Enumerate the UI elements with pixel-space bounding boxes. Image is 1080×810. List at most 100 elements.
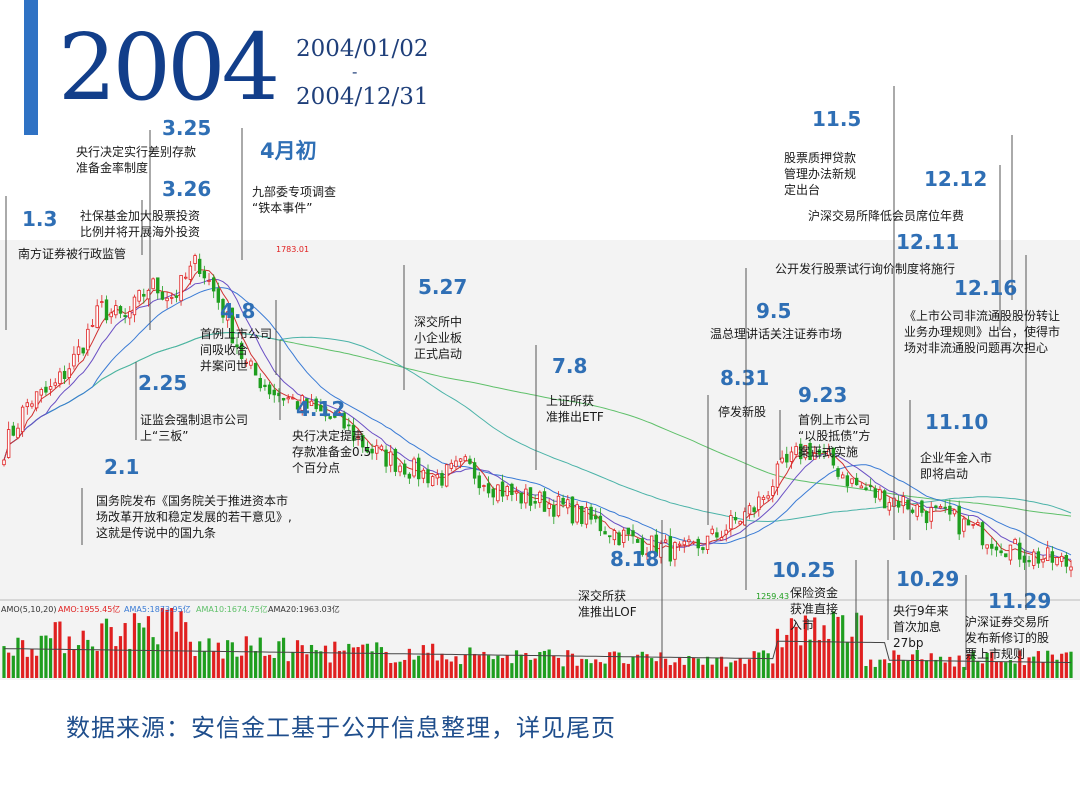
event-date-label: 8.18	[610, 547, 659, 571]
volume-bar	[552, 655, 556, 678]
volume-bar	[170, 608, 174, 678]
volume-bar	[468, 647, 472, 678]
candle	[72, 346, 76, 370]
candle-body	[1008, 544, 1013, 561]
event-description: 准备金率制度	[76, 160, 148, 175]
candle-body	[920, 500, 924, 513]
volume-bar	[496, 655, 500, 678]
volume-bar	[477, 655, 481, 678]
volume-bar	[738, 658, 742, 678]
candle-body	[30, 403, 34, 407]
candle	[496, 484, 500, 504]
event-description: 沪深交易所降低会员席位年费	[808, 208, 964, 223]
candle-body	[603, 531, 607, 535]
event-date-label: 4.12	[296, 397, 345, 421]
candle-body	[179, 274, 183, 302]
candle-body	[468, 458, 472, 464]
candle-body	[547, 503, 551, 509]
candle-body	[999, 550, 1003, 554]
candle	[291, 393, 295, 400]
candle	[766, 490, 770, 502]
volume-legend-amo5: AMA5:1873.95亿	[124, 604, 191, 614]
candle	[561, 494, 565, 508]
event-description: 央行9年来	[893, 604, 949, 618]
candle-body	[1004, 553, 1008, 558]
candle	[267, 381, 272, 399]
date-start: 2004/01/02	[296, 36, 429, 62]
volume-bar	[445, 659, 449, 678]
candle-body	[375, 445, 379, 454]
volume-bar	[347, 643, 351, 678]
candle-body	[528, 487, 533, 506]
candle	[547, 498, 551, 517]
event-description: 即将启动	[920, 467, 968, 481]
volume-bar	[813, 617, 817, 678]
volume-bar	[142, 627, 146, 678]
volume-bar	[575, 665, 579, 678]
candle	[421, 467, 426, 484]
candle-body	[170, 296, 174, 299]
volume-bar	[514, 650, 519, 678]
event-description: 这就是传说中的国九条	[96, 525, 216, 540]
candle-body	[673, 542, 677, 560]
candle-body	[114, 305, 118, 316]
candle-body	[253, 362, 258, 376]
candle-body	[430, 476, 435, 486]
volume-bar	[710, 664, 714, 678]
candle-body	[2, 459, 6, 466]
candle	[840, 471, 845, 479]
volume-bar	[976, 661, 980, 678]
candle	[258, 373, 262, 392]
volume-bar	[733, 660, 738, 678]
candle	[906, 498, 910, 511]
candle-body	[426, 469, 430, 484]
candle-body	[887, 502, 891, 511]
candle	[519, 492, 523, 510]
event-description: 存款准备金0.5	[292, 444, 371, 459]
candle	[663, 534, 668, 544]
volume-bar	[701, 664, 705, 678]
volume-bar	[617, 652, 621, 678]
event-date-label: 8.31	[720, 366, 769, 390]
candle-body	[901, 496, 905, 507]
candle-body	[188, 265, 193, 280]
candle-body	[640, 538, 645, 555]
candle-body	[207, 280, 211, 282]
volume-bar	[864, 666, 868, 678]
volume-bar	[431, 643, 435, 678]
candle	[887, 497, 891, 516]
volume-bar	[747, 659, 752, 678]
volume-bar	[146, 616, 151, 678]
candle	[239, 340, 244, 361]
volume-bar	[608, 652, 612, 678]
candle-body	[500, 481, 505, 497]
candle-body	[766, 495, 770, 499]
candle	[948, 499, 952, 522]
volume-bar	[1041, 662, 1045, 678]
volume-bar	[1055, 659, 1059, 678]
candle-body	[962, 518, 966, 532]
candle-body	[151, 278, 155, 290]
volume-bar	[30, 649, 34, 678]
candle-body	[836, 468, 840, 477]
volume-legend-amo10: AMA10:1674.75亿	[196, 604, 268, 614]
candle-body	[868, 485, 873, 488]
candle	[1004, 553, 1008, 558]
price-low-label: 1259.43	[756, 592, 789, 601]
candle-body	[845, 475, 850, 487]
title-accent-bar	[24, 0, 38, 135]
candle-body	[771, 486, 775, 496]
data-source-note: 数据来源：安信金工基于公开信息整理，详见尾页	[66, 714, 616, 742]
volume-bar	[910, 654, 915, 678]
volume-bar	[44, 635, 48, 678]
candle-body	[263, 384, 267, 387]
candle	[253, 362, 258, 376]
candle-body	[230, 307, 235, 344]
event-description: 温总理讲话关注证券市场	[710, 326, 842, 341]
candle	[575, 501, 579, 525]
candle-body	[104, 299, 109, 321]
candle-body	[864, 487, 868, 490]
event-description: 深交所获	[578, 588, 626, 603]
event-description: 27bp	[893, 636, 924, 650]
candle	[365, 441, 370, 454]
